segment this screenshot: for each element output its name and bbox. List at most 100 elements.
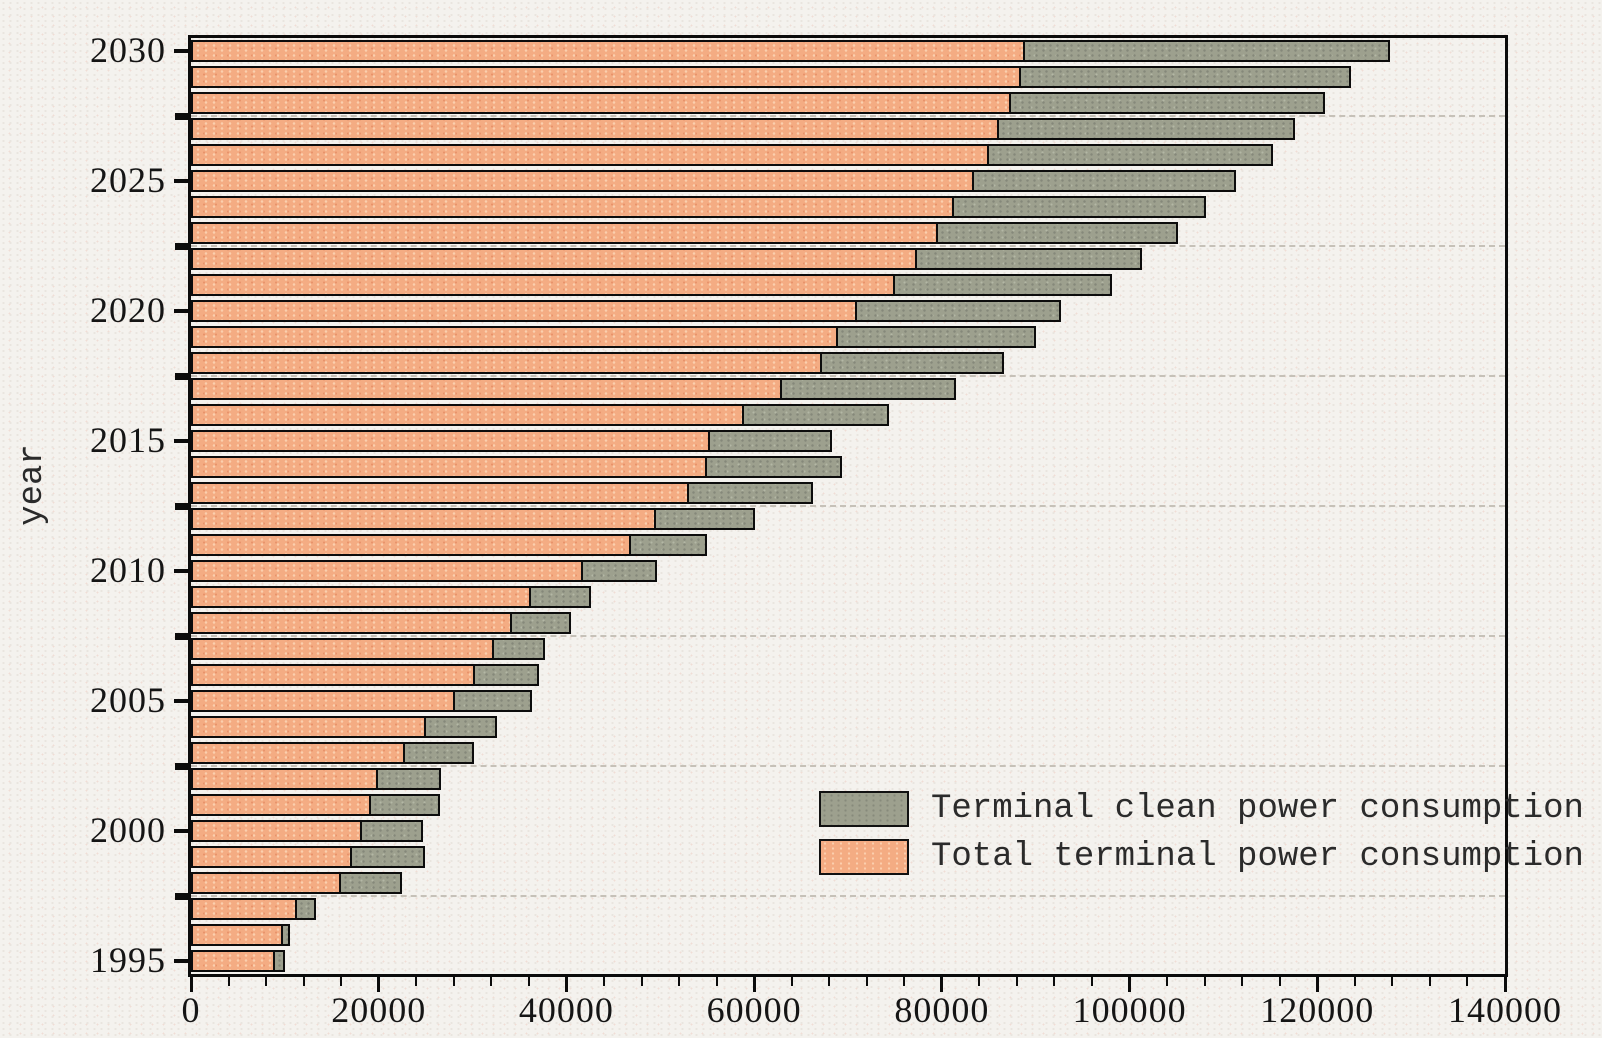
bar-row — [191, 586, 1505, 608]
bar-segment-clean — [708, 430, 833, 452]
gridline — [191, 895, 1505, 897]
x-tick-minor — [1428, 977, 1431, 986]
bar-segment-total — [191, 352, 822, 374]
x-tick-label: 100000 — [1072, 990, 1187, 1030]
x-tick-label: 40000 — [518, 990, 614, 1030]
x-tick-major — [1503, 977, 1507, 992]
bar-segment-total — [191, 222, 939, 244]
bar-segment-total — [191, 898, 298, 920]
bar-row — [191, 378, 1505, 400]
bar-segment-clean — [509, 612, 572, 634]
legend-label-total: Total terminal power consumption — [931, 838, 1584, 876]
gridline — [191, 765, 1505, 767]
y-tick-minor — [175, 632, 188, 640]
y-tick-major — [174, 569, 188, 573]
bar-segment-total — [191, 430, 711, 452]
y-tick-label: 1995 — [90, 940, 166, 980]
bar-segment-total — [191, 950, 276, 972]
bar-segment-total — [191, 534, 632, 556]
bar-segment-clean — [273, 950, 285, 972]
bar-segment-total — [191, 612, 512, 634]
legend-swatch-clean-icon — [819, 791, 909, 827]
bar-segment-total — [191, 508, 656, 530]
bar-segment-clean — [855, 300, 1062, 322]
x-tick-minor — [340, 977, 343, 986]
x-tick-major — [189, 977, 193, 992]
y-tick-minor — [175, 762, 188, 770]
bar-segment-clean — [687, 482, 814, 504]
bar-row — [191, 638, 1505, 660]
x-tick-label: 0 — [181, 990, 201, 1030]
bar-segment-total — [191, 326, 838, 348]
bar-row — [191, 898, 1505, 920]
legend-entry-clean: Terminal clean power consumption — [819, 790, 1584, 828]
x-tick-minor — [527, 977, 530, 986]
bar-row — [191, 508, 1505, 530]
bar-segment-clean — [819, 352, 1004, 374]
bar-row — [191, 482, 1505, 504]
bar-row — [191, 716, 1505, 738]
legend-entry-total: Total terminal power consumption — [819, 838, 1584, 876]
bar-segment-total — [191, 560, 584, 582]
x-tick-minor — [415, 977, 418, 986]
bar-segment-total — [191, 40, 1026, 62]
x-tick-minor — [903, 977, 906, 986]
x-tick-minor — [715, 977, 718, 986]
bar-segment-total — [191, 456, 708, 478]
x-tick-minor — [1466, 977, 1469, 986]
bar-segment-total — [191, 300, 858, 322]
bar-segment-clean — [892, 274, 1112, 296]
y-tick-minor — [175, 502, 188, 510]
x-tick-minor — [678, 977, 681, 986]
bar-segment-clean — [350, 846, 425, 868]
y-tick-major — [174, 49, 188, 53]
bar-segment-clean — [375, 768, 441, 790]
x-tick-minor — [865, 977, 868, 986]
bar-row — [191, 742, 1505, 764]
x-tick-minor — [1166, 977, 1169, 986]
x-tick-minor — [1203, 977, 1206, 986]
bar-segment-total — [191, 690, 455, 712]
bar-segment-total — [191, 638, 495, 660]
bar-segment-total — [191, 274, 895, 296]
y-tick-minor — [175, 242, 188, 250]
bar-row — [191, 118, 1505, 140]
bar-segment-total — [191, 378, 783, 400]
legend: Terminal clean power consumption Total t… — [819, 790, 1584, 886]
legend-label-clean: Terminal clean power consumption — [931, 790, 1584, 828]
y-tick-label: 2025 — [90, 160, 166, 200]
bar-segment-clean — [423, 716, 497, 738]
bar-segment-clean — [1018, 66, 1352, 88]
x-tick-minor — [1278, 977, 1281, 986]
bar-segment-total — [191, 118, 1000, 140]
y-tick-major — [174, 829, 188, 833]
bar-segment-clean — [936, 222, 1179, 244]
x-tick-major — [1315, 977, 1319, 992]
bar-segment-clean — [653, 508, 756, 530]
bar-row — [191, 144, 1505, 166]
x-tick-minor — [640, 977, 643, 986]
bar-segment-clean — [952, 196, 1206, 218]
bar-segment-clean — [339, 872, 403, 894]
x-tick-minor — [1015, 977, 1018, 986]
bar-segment-clean — [369, 794, 440, 816]
y-tick-label: 2015 — [90, 420, 166, 460]
gridline — [191, 635, 1505, 637]
bar-segment-clean — [402, 742, 474, 764]
y-tick-major — [174, 309, 188, 313]
gridline — [191, 505, 1505, 507]
plot-area: Terminal clean power consumption Total t… — [188, 35, 1584, 977]
bar-segment-clean — [997, 118, 1295, 140]
bar-segment-total — [191, 404, 744, 426]
bar-segment-clean — [835, 326, 1036, 348]
bar-row — [191, 196, 1505, 218]
bar-segment-clean — [359, 820, 423, 842]
bar-row — [191, 534, 1505, 556]
bar-row — [191, 560, 1505, 582]
bar-segment-total — [191, 742, 405, 764]
bar-row — [191, 300, 1505, 322]
x-tick-minor — [602, 977, 605, 986]
x-tick-major — [940, 977, 944, 992]
bar-segment-clean — [581, 560, 658, 582]
